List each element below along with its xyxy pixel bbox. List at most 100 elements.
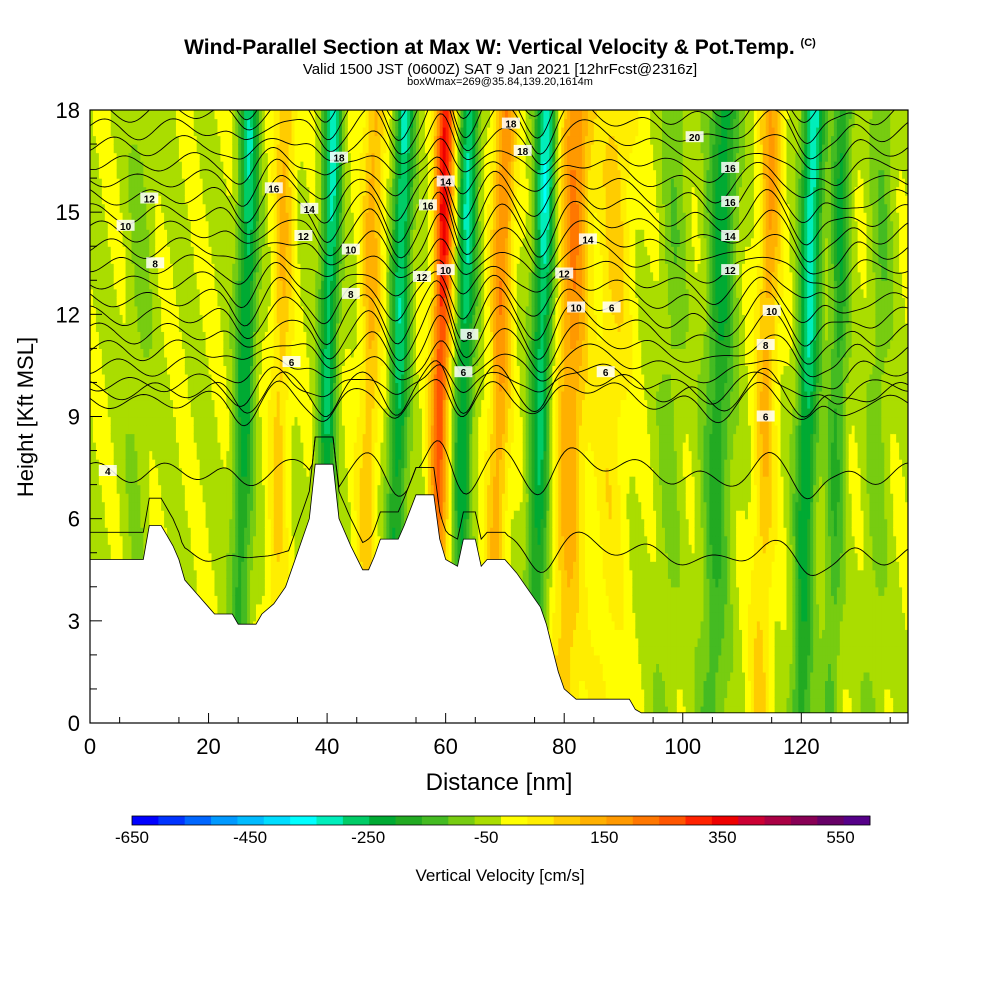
velocity-cell — [143, 144, 147, 154]
velocity-cell — [107, 518, 112, 528]
velocity-cell — [146, 220, 150, 230]
velocity-cell — [128, 544, 133, 554]
velocity-cell — [98, 510, 103, 520]
velocity-cell — [140, 450, 144, 460]
velocity-cell — [116, 254, 121, 264]
velocity-cell — [110, 535, 115, 545]
velocity-cell — [107, 484, 112, 494]
velocity-cell — [119, 305, 124, 315]
velocity-cell — [90, 356, 94, 367]
velocity-cell — [143, 459, 147, 469]
velocity-cell — [90, 484, 94, 494]
velocity-cell — [122, 467, 127, 477]
velocity-cell — [98, 425, 103, 435]
velocity-cell — [98, 169, 103, 179]
velocity-cell — [116, 195, 121, 205]
velocity-cell — [104, 339, 109, 349]
velocity-cell — [134, 152, 139, 162]
velocity-cell — [101, 135, 106, 145]
velocity-cell — [137, 425, 141, 435]
velocity-cell — [92, 331, 97, 341]
velocity-cell — [155, 365, 159, 375]
velocity-cell — [101, 399, 106, 409]
velocity-cell — [92, 373, 97, 384]
velocity-cell — [110, 365, 115, 375]
velocity-cell — [137, 510, 141, 520]
velocity-cell — [113, 212, 118, 222]
velocity-cell — [101, 535, 106, 545]
velocity-cell — [104, 237, 109, 247]
velocity-cell — [119, 152, 124, 162]
velocity-cell — [119, 476, 124, 486]
velocity-cell — [98, 127, 103, 137]
velocity-cell — [125, 186, 130, 196]
velocity-cell — [128, 484, 133, 494]
velocity-cell — [113, 450, 118, 460]
velocity-cell — [113, 135, 118, 145]
velocity-cell — [110, 459, 115, 469]
velocity-cell — [152, 212, 156, 222]
velocity-cell — [152, 510, 156, 520]
velocity-cell — [146, 399, 150, 409]
velocity-cell — [131, 459, 136, 469]
velocity-cell — [137, 544, 141, 554]
velocity-cell — [98, 229, 103, 239]
velocity-cell — [104, 169, 109, 179]
velocity-cell — [119, 288, 124, 298]
velocity-cell — [98, 433, 103, 443]
velocity-cell — [107, 416, 112, 426]
velocity-cell — [113, 169, 118, 179]
velocity-cell — [116, 425, 121, 435]
velocity-cell — [119, 297, 124, 307]
velocity-cell — [92, 169, 97, 179]
velocity-cell — [119, 348, 124, 358]
velocity-cell — [134, 476, 139, 486]
velocity-cell — [134, 407, 139, 418]
velocity-cell — [128, 135, 133, 145]
velocity-cell — [104, 493, 109, 503]
velocity-cell — [122, 442, 127, 452]
velocity-cell — [92, 382, 97, 392]
velocity-cell — [152, 476, 156, 486]
velocity-cell — [98, 348, 103, 358]
velocity-cell — [92, 442, 97, 452]
velocity-cell — [95, 510, 100, 520]
velocity-cell — [98, 484, 103, 494]
velocity-cell — [152, 246, 156, 256]
velocity-cell — [155, 152, 159, 162]
velocity-cell — [116, 110, 121, 120]
velocity-cell — [149, 416, 153, 426]
velocity-cell — [140, 314, 144, 324]
velocity-cell — [95, 348, 100, 358]
velocity-cell — [143, 501, 147, 511]
velocity-cell — [125, 195, 130, 205]
velocity-cell — [119, 552, 124, 562]
velocity-cell — [119, 390, 124, 401]
velocity-cell — [146, 518, 150, 528]
velocity-cell — [125, 510, 130, 520]
velocity-cell — [104, 254, 109, 264]
velocity-cell — [90, 178, 94, 188]
velocity-cell — [134, 195, 139, 205]
velocity-cell — [143, 493, 147, 503]
velocity-cell — [107, 195, 112, 205]
velocity-cell — [143, 169, 147, 179]
velocity-cell — [101, 493, 106, 503]
velocity-cell — [134, 433, 139, 443]
velocity-cell — [113, 510, 118, 520]
velocity-cell — [128, 178, 133, 188]
velocity-cell — [110, 229, 115, 239]
velocity-cell — [113, 416, 118, 426]
velocity-cell — [131, 467, 136, 477]
velocity-cell — [137, 144, 141, 154]
velocity-cell — [134, 390, 139, 401]
velocity-cell — [137, 399, 141, 409]
velocity-cell — [122, 459, 127, 469]
velocity-cell — [104, 305, 109, 315]
velocity-cell — [110, 263, 115, 273]
velocity-cell — [125, 399, 130, 409]
velocity-cell — [131, 331, 136, 341]
velocity-cell — [116, 382, 121, 392]
velocity-cell — [122, 433, 127, 443]
velocity-cell — [155, 322, 159, 332]
